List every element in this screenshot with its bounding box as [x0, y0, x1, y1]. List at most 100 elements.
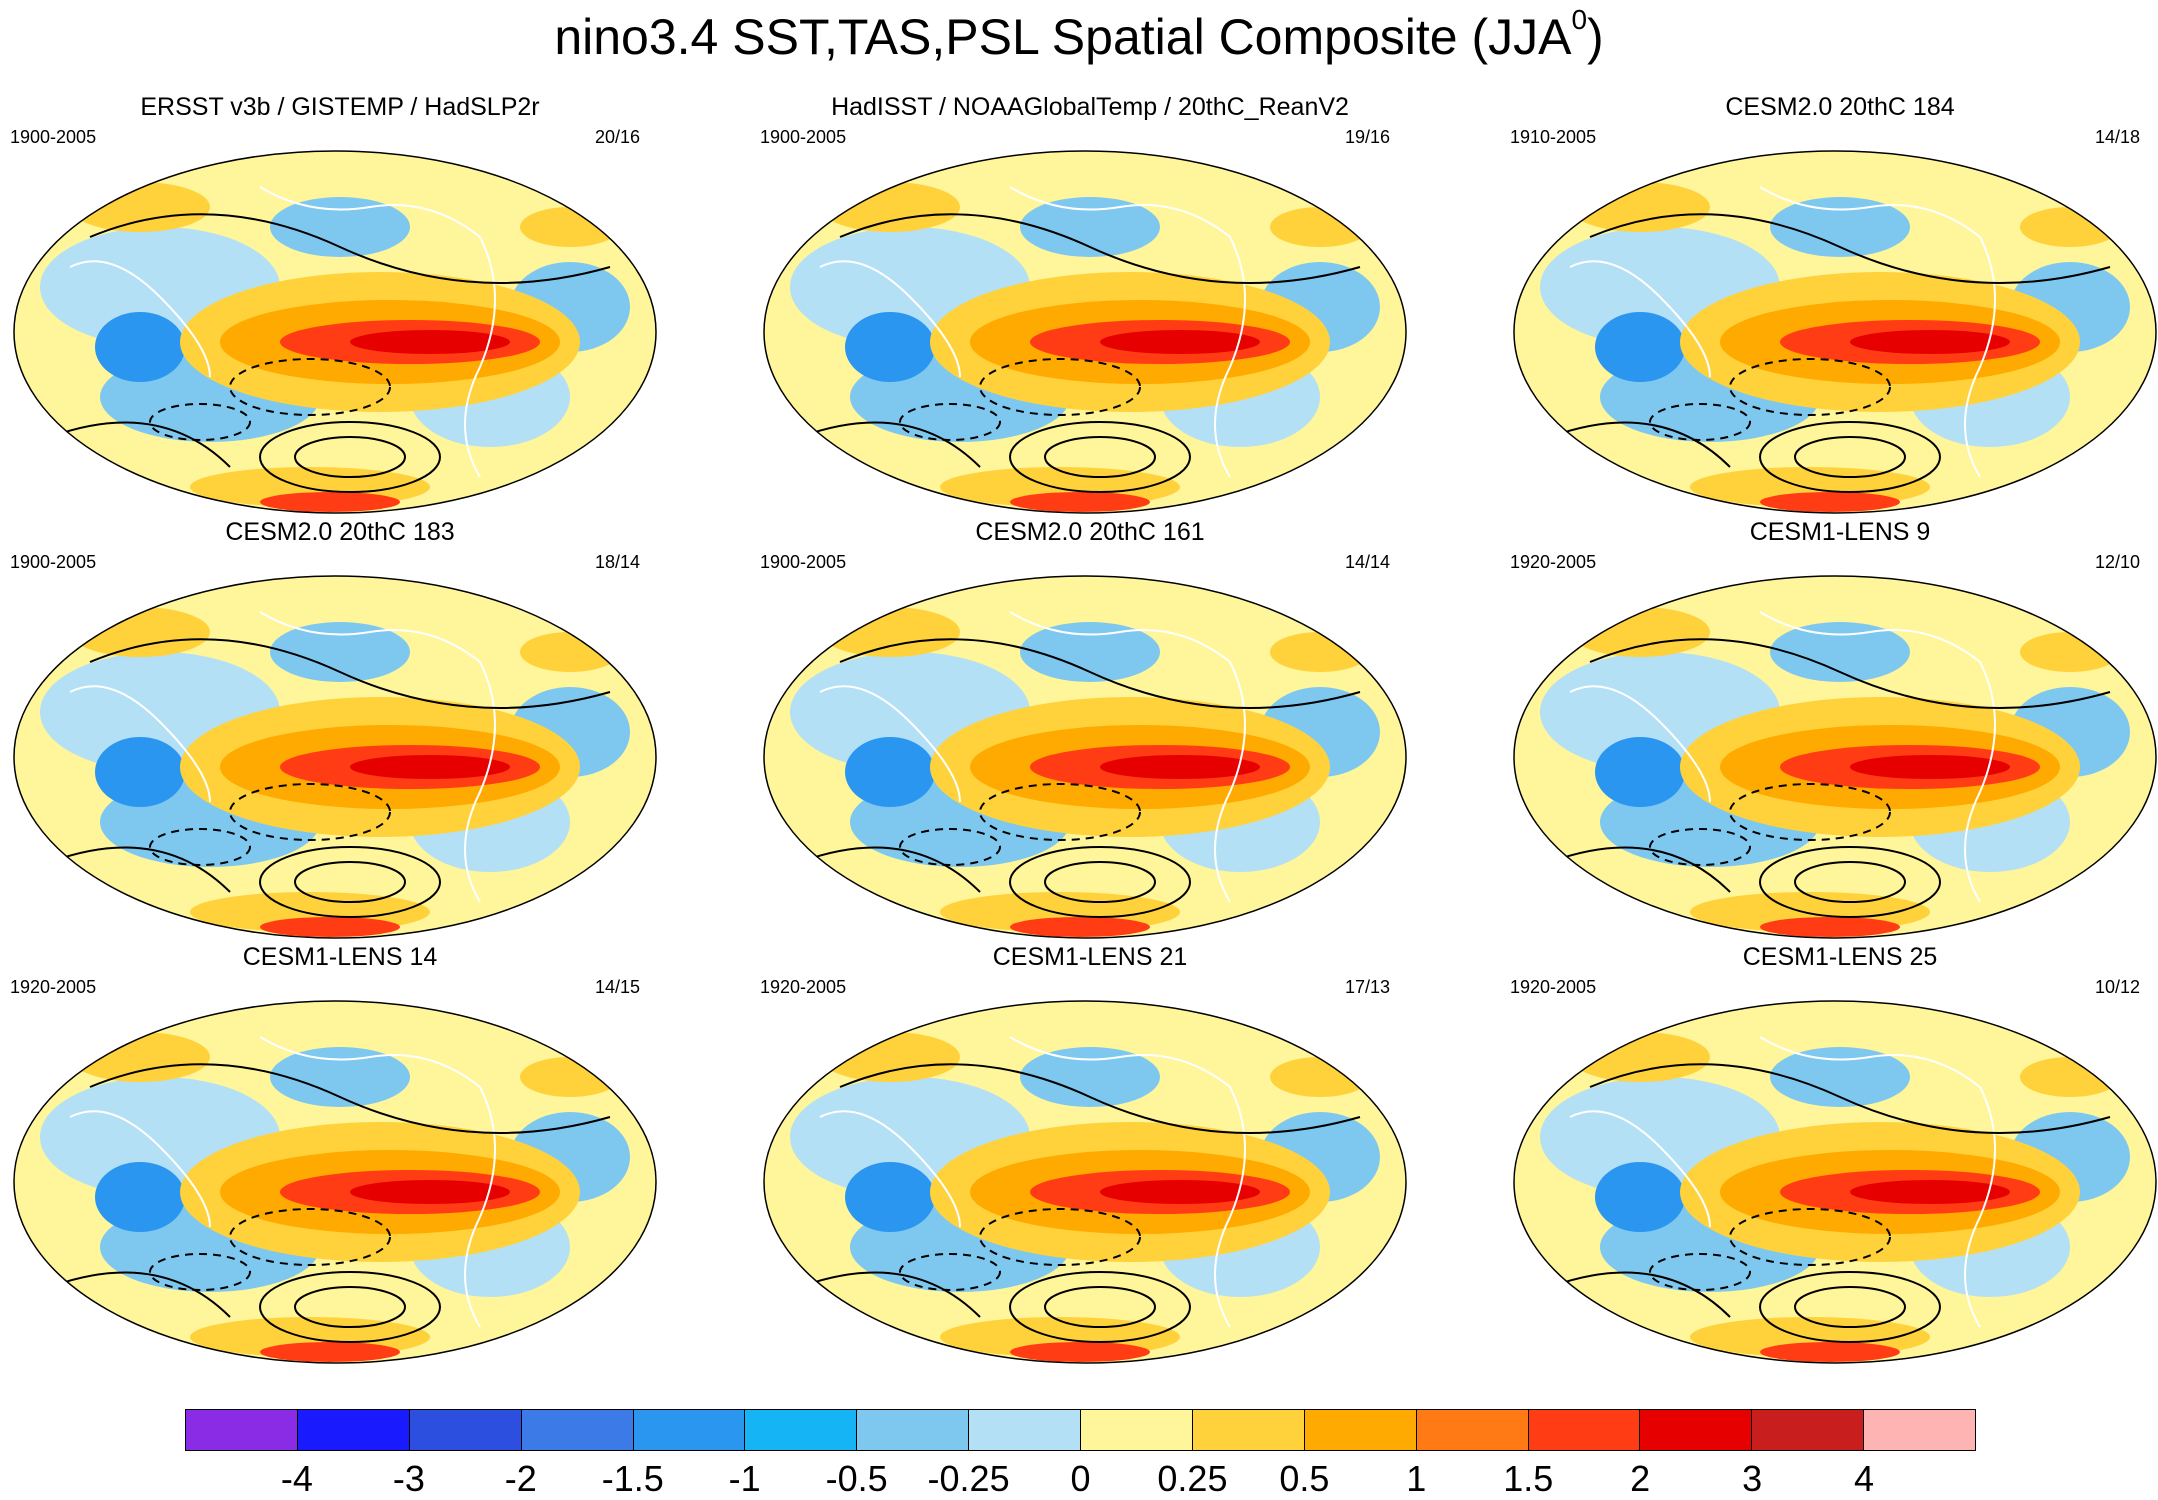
warm-anomaly-region	[350, 330, 510, 354]
cool-anomaly-region	[1595, 1162, 1685, 1232]
colorbar-swatch	[745, 1410, 858, 1450]
psl-contour-negative	[1729, 783, 1891, 841]
psl-contour	[1044, 861, 1156, 903]
psl-contour-negative	[1649, 828, 1751, 866]
cool-anomaly-region	[1020, 1047, 1160, 1107]
panel-count: 14/14	[1344, 552, 1390, 572]
warm-anomaly-region	[520, 632, 620, 672]
cool-anomaly-region	[270, 1047, 410, 1107]
map-panel: HadISST / NOAAGlobalTemp / 20thC_ReanV2 1…	[750, 93, 1430, 525]
warm-anomaly-region	[1100, 1180, 1260, 1204]
warm-anomaly-region	[520, 207, 620, 247]
cool-anomaly-region	[95, 737, 185, 807]
warm-anomaly-region	[1570, 1032, 1710, 1082]
coastline	[1569, 260, 1711, 378]
panel-years: 1910-2005	[1510, 127, 1597, 147]
colorbar-tick-label: 3	[1742, 1458, 1763, 1499]
map-svg	[763, 575, 1407, 939]
coastline	[1009, 1036, 1246, 1328]
coastline	[1759, 611, 1996, 903]
psl-contour-negative	[979, 1208, 1141, 1266]
psl-contour	[1794, 436, 1906, 478]
coastline	[1569, 1110, 1711, 1228]
colorbar-tick-label: 2	[1630, 1458, 1651, 1499]
panel-years: 1920-2005	[1510, 552, 1597, 572]
colorbar-tick-label: -1	[728, 1458, 761, 1499]
psl-contour-negative	[899, 403, 1001, 441]
map-panel: CESM1-LENS 21 1920-2005 17/13	[750, 943, 1430, 1375]
psl-contour	[799, 846, 981, 893]
cool-anomaly-region	[270, 197, 410, 257]
cool-anomaly-region	[845, 1162, 935, 1232]
colorbar-swatch	[1752, 1410, 1865, 1450]
psl-contour-negative	[149, 403, 251, 441]
map-panel: CESM1-LENS 25 1920-2005 10/12	[1500, 943, 2158, 1375]
warm-anomaly-region	[520, 1057, 620, 1097]
psl-contour-negative	[1729, 1208, 1891, 1266]
panel-years: 1900-2005	[10, 552, 97, 572]
panel-title: CESM1-LENS 14	[242, 943, 438, 971]
cool-anomaly-region	[1020, 622, 1160, 682]
coastline	[69, 1110, 211, 1228]
coastline	[69, 685, 211, 803]
psl-contour-negative	[149, 1253, 251, 1291]
psl-contour	[259, 846, 441, 918]
warm-anomaly-region	[1010, 492, 1150, 512]
cool-anomaly-region	[95, 312, 185, 382]
psl-contour	[49, 1271, 231, 1318]
psl-contour	[1549, 846, 1731, 893]
cool-anomaly-region	[270, 622, 410, 682]
warm-anomaly-region	[2020, 207, 2120, 247]
psl-contour	[259, 421, 441, 493]
psl-contour	[1549, 421, 1731, 468]
psl-contour	[294, 436, 406, 478]
warm-anomaly-region	[70, 1032, 210, 1082]
panel-count: 14/18	[2094, 127, 2140, 147]
warm-anomaly-region	[260, 492, 400, 512]
warm-anomaly-region	[70, 607, 210, 657]
warm-anomaly-region	[1010, 1342, 1150, 1362]
coastline	[259, 186, 496, 478]
map-svg	[1513, 150, 2157, 514]
warm-anomaly-region	[1270, 1057, 1370, 1097]
psl-contour-negative	[1649, 1253, 1751, 1291]
warm-anomaly-region	[350, 755, 510, 779]
colorbar-tick-label: 0.25	[1157, 1458, 1228, 1499]
map-svg	[763, 150, 1407, 514]
colorbar-tick-label: -0.25	[927, 1458, 1010, 1499]
warm-anomaly-region	[2020, 1057, 2120, 1097]
psl-contour-negative	[229, 358, 391, 416]
warm-anomaly-region	[1850, 755, 2010, 779]
panel-title: CESM2.0 20thC 161	[975, 518, 1205, 546]
psl-contour	[1589, 1063, 2111, 1134]
panel-title: CESM1-LENS 9	[1749, 518, 1931, 546]
cool-anomaly-region	[1770, 622, 1910, 682]
warm-anomaly-region	[1270, 207, 1370, 247]
coastline	[1569, 685, 1711, 803]
warm-anomaly-region	[1850, 330, 2010, 354]
psl-contour	[839, 1063, 1361, 1134]
colorbar-swatch	[969, 1410, 1081, 1450]
psl-contour	[1759, 846, 1941, 918]
cool-anomaly-region	[95, 1162, 185, 1232]
map-panel: CESM2.0 20thC 183 1900-2005 18/14	[0, 518, 680, 950]
map-border	[13, 575, 657, 939]
coastline	[259, 611, 496, 903]
map-border	[1513, 150, 2157, 514]
warm-anomaly-region	[820, 182, 960, 232]
map-border	[1513, 1000, 2157, 1364]
psl-contour	[1044, 1286, 1156, 1328]
colorbar-swatch	[1640, 1410, 1753, 1450]
map-border	[763, 150, 1407, 514]
colorbar-tick-label: -2	[504, 1458, 537, 1499]
map-border	[13, 1000, 657, 1364]
panel-title: HadISST / NOAAGlobalTemp / 20thC_ReanV2	[831, 93, 1349, 121]
map-svg	[1513, 1000, 2157, 1364]
colorbar-swatch	[1304, 1410, 1417, 1450]
cool-anomaly-region	[1020, 197, 1160, 257]
coastline	[1759, 1036, 1996, 1328]
main-title-text: nino3.4 SST,TAS,PSL Spatial Composite (J…	[554, 9, 1572, 65]
panel-count: 18/14	[594, 552, 640, 572]
map-border	[763, 575, 1407, 939]
warm-anomaly-region	[820, 607, 960, 657]
